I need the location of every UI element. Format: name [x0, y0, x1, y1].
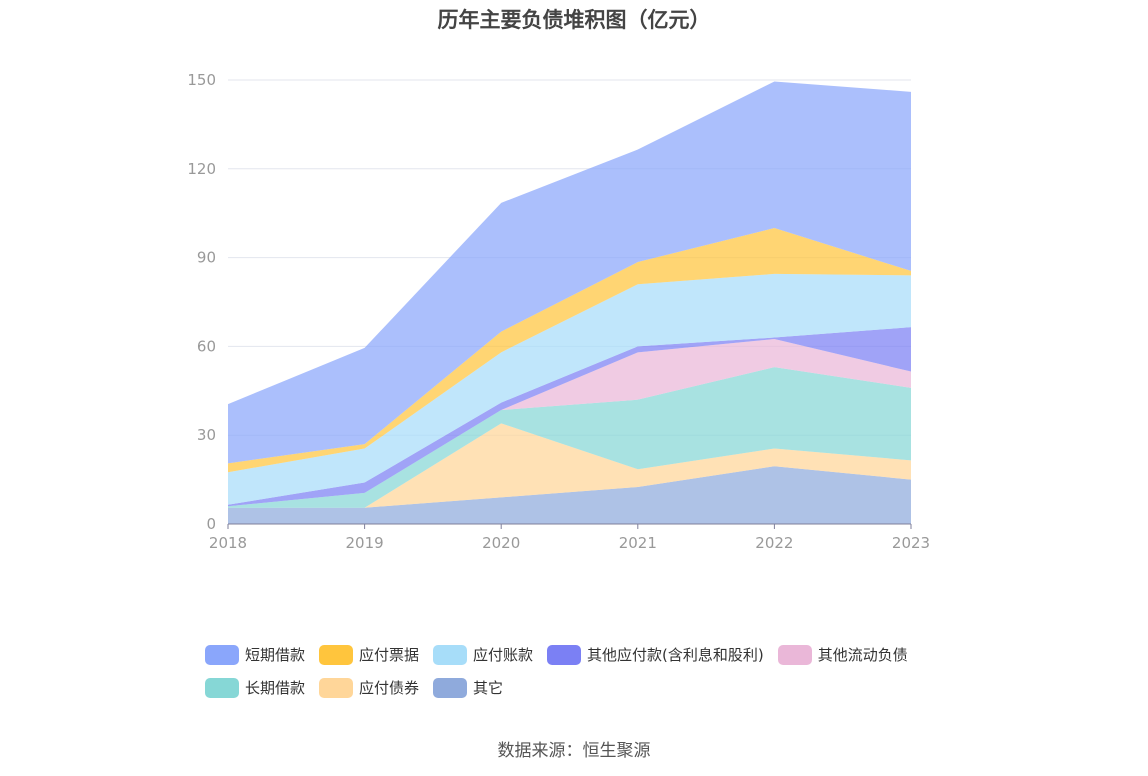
legend-swatch: [433, 677, 468, 698]
legend-item-other-current-liabilities[interactable]: 其他流动负债: [777, 644, 908, 665]
x-tick-label: 2023: [892, 534, 930, 552]
legend-item-bonds-payable[interactable]: 应付债券: [319, 677, 419, 698]
area-series: [228, 228, 911, 473]
y-tick-label: 30: [197, 426, 216, 444]
legend-item-notes-payable[interactable]: 应付票据: [319, 644, 419, 665]
legend-item-accounts-payable[interactable]: 应付账款: [433, 644, 533, 665]
area-series: [228, 466, 911, 524]
area-series: [228, 273, 911, 505]
data-source: 数据来源：恒生聚源: [497, 741, 651, 761]
x-tick-label: 2020: [482, 534, 520, 552]
legend-swatch: [205, 677, 239, 698]
y-tick-label: 90: [197, 249, 216, 267]
x-tick-label: 2021: [619, 534, 657, 552]
x-tick-label: 2022: [755, 534, 793, 552]
area-series: [228, 367, 911, 508]
legend-item-other-payables[interactable]: 其他应付款(含利息和股利): [547, 644, 764, 665]
legend-label: 应付债券: [359, 679, 420, 697]
stacked-area-chart: 0 30 60 90 120 150 2018 2019 2020 2021 2022 2023: [187, 71, 930, 552]
legend-label: 其他应付款(含利息和股利): [587, 646, 764, 664]
legend-swatch: [319, 677, 354, 698]
legend-label: 长期借款: [245, 679, 306, 697]
legend-label: 应付票据: [359, 646, 420, 664]
legend-label: 其它: [473, 679, 504, 697]
chart-title: 历年主要负债堆积图（亿元）: [437, 8, 711, 32]
legend-item-other[interactable]: 其它: [433, 677, 503, 698]
legend-item-long-term-loans[interactable]: 长期借款: [205, 677, 305, 698]
legend-label: 其他流动负债: [817, 646, 908, 664]
legend-row-2: 长期借款 应付债券 其它: [205, 671, 965, 704]
y-tick-label: 60: [197, 337, 216, 355]
legend-item-short-term-loans[interactable]: 短期借款: [205, 644, 305, 665]
y-tick-label: 120: [187, 160, 216, 178]
legend: 短期借款 应付票据 应付账款 其他应付款(含利息和股利) 其他流动负债 长期借款…: [205, 638, 965, 704]
legend-label: 短期借款: [245, 646, 306, 664]
x-tick-label: 2019: [346, 534, 384, 552]
legend-label: 应付账款: [473, 646, 534, 664]
legend-swatch: [433, 644, 468, 665]
legend-swatch: [777, 644, 812, 665]
area-series: [228, 81, 911, 464]
legend-swatch: [547, 644, 582, 665]
legend-swatch: [205, 644, 239, 665]
legend-row-1: 短期借款 应付票据 应付账款 其他应付款(含利息和股利) 其他流动负债: [205, 638, 965, 671]
y-tick-label: 0: [206, 515, 216, 533]
legend-swatch: [319, 644, 354, 665]
y-tick-label: 150: [187, 71, 216, 89]
area-series: [228, 339, 911, 507]
x-tick-label: 2018: [209, 534, 247, 552]
area-series: [228, 327, 911, 507]
